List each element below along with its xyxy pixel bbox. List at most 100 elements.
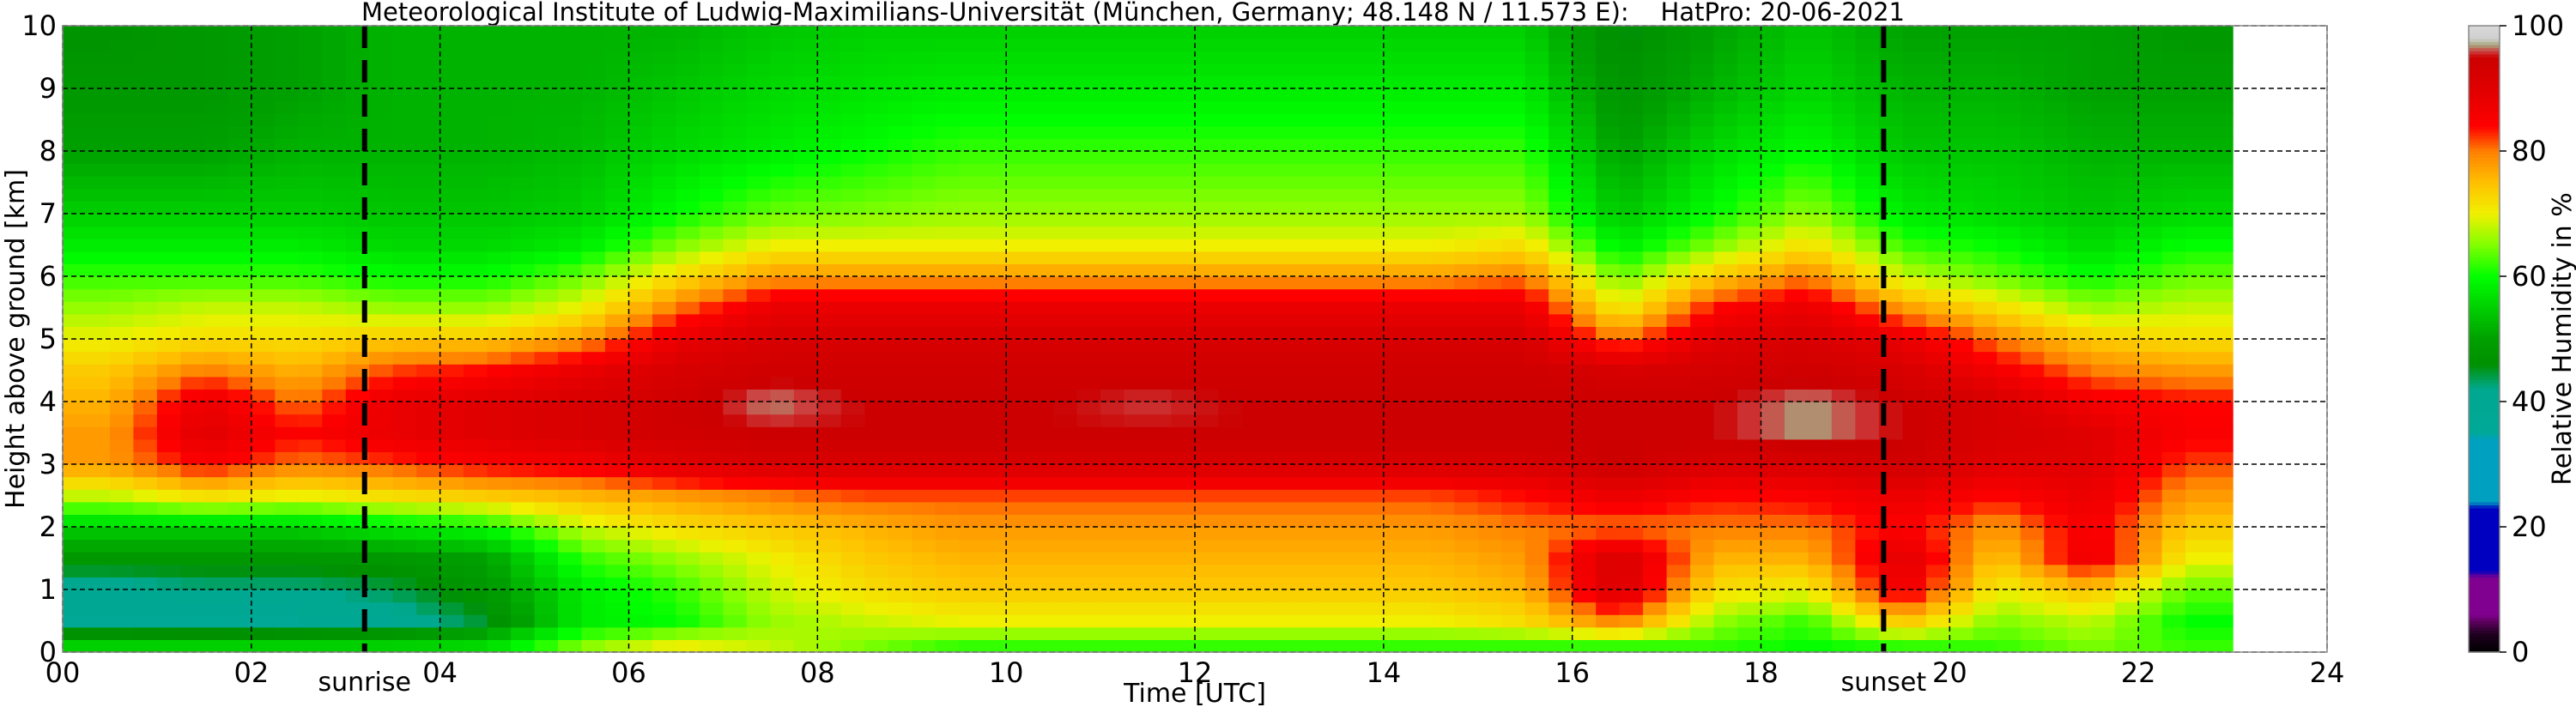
heatmap-cell bbox=[2020, 564, 2045, 577]
heatmap-cell bbox=[227, 138, 252, 152]
heatmap-cell bbox=[1761, 100, 1785, 114]
heatmap-cell bbox=[605, 414, 630, 427]
heatmap-cell bbox=[1596, 125, 1621, 139]
heatmap-cell bbox=[1808, 626, 1833, 640]
heatmap-cell bbox=[1360, 589, 1385, 603]
heatmap-cell bbox=[1713, 138, 1738, 152]
heatmap-cell bbox=[1596, 301, 1621, 315]
heatmap-cell bbox=[1690, 301, 1715, 315]
heatmap-cell bbox=[1878, 251, 1903, 264]
heatmap-cell bbox=[1100, 476, 1125, 490]
heatmap-cell bbox=[1360, 438, 1385, 452]
heatmap-cell bbox=[1265, 26, 1290, 39]
heatmap-cell bbox=[1785, 639, 1809, 653]
heatmap-cell bbox=[959, 451, 984, 465]
heatmap-cell bbox=[676, 351, 700, 365]
heatmap-cell bbox=[180, 514, 205, 528]
heatmap-cell bbox=[1148, 489, 1173, 503]
colorbar-segment bbox=[2469, 558, 2500, 562]
heatmap-cell bbox=[817, 438, 842, 452]
heatmap-cell bbox=[558, 527, 583, 541]
heatmap-cell bbox=[676, 176, 700, 190]
colorbar-segment bbox=[2469, 273, 2500, 277]
heatmap-cell bbox=[1855, 26, 1880, 39]
heatmap-cell bbox=[1430, 351, 1455, 365]
heatmap-cell bbox=[1666, 38, 1691, 51]
heatmap-cell bbox=[2020, 614, 2045, 628]
heatmap-cell bbox=[793, 389, 818, 402]
heatmap-cell bbox=[1902, 564, 1927, 577]
heatmap-cell bbox=[1713, 414, 1738, 427]
heatmap-cell bbox=[534, 426, 559, 440]
heatmap-cell bbox=[2044, 125, 2069, 139]
heatmap-cell bbox=[1785, 163, 1809, 177]
heatmap-cell bbox=[2161, 564, 2186, 577]
heatmap-cell bbox=[1454, 226, 1479, 239]
heatmap-cell bbox=[1785, 527, 1809, 541]
heatmap-cell bbox=[1148, 288, 1173, 302]
heatmap-cell bbox=[1312, 639, 1337, 653]
heatmap-cell bbox=[1855, 626, 1880, 640]
heatmap-cell bbox=[1100, 263, 1125, 277]
heatmap-cell bbox=[1713, 489, 1738, 503]
heatmap-cell bbox=[864, 113, 889, 127]
heatmap-cell bbox=[1713, 601, 1738, 615]
heatmap-cell bbox=[1218, 38, 1243, 51]
heatmap-cell bbox=[251, 426, 276, 440]
colorbar-segment bbox=[2469, 279, 2500, 283]
heatmap-cell bbox=[275, 313, 300, 327]
heatmap-cell bbox=[888, 614, 912, 628]
heatmap-cell bbox=[652, 51, 677, 64]
heatmap-cell bbox=[1925, 489, 1950, 503]
heatmap-cell bbox=[416, 313, 441, 327]
heatmap-cell bbox=[2161, 414, 2186, 427]
heatmap-cell bbox=[605, 514, 630, 528]
heatmap-cell bbox=[723, 389, 748, 402]
heatmap-cell bbox=[817, 113, 842, 127]
heatmap-cell bbox=[1242, 564, 1267, 577]
heatmap-cell bbox=[2185, 301, 2210, 315]
heatmap-cell bbox=[935, 301, 960, 315]
heatmap-cell bbox=[156, 426, 181, 440]
heatmap-cell bbox=[392, 125, 417, 139]
heatmap-cell bbox=[2185, 589, 2210, 603]
heatmap-cell bbox=[251, 389, 276, 402]
heatmap-cell bbox=[2091, 351, 2116, 365]
heatmap-cell bbox=[1713, 376, 1738, 390]
heatmap-cell bbox=[1785, 539, 1809, 553]
heatmap-cell bbox=[1690, 263, 1715, 277]
heatmap-cell bbox=[1619, 138, 1644, 152]
heatmap-cell bbox=[581, 489, 606, 503]
heatmap-cell bbox=[369, 263, 394, 277]
colorbar-segment bbox=[2469, 188, 2500, 193]
heatmap-cell bbox=[1218, 288, 1243, 302]
heatmap-cell bbox=[1407, 339, 1432, 353]
heatmap-cell bbox=[770, 276, 795, 290]
heatmap-cell bbox=[392, 489, 417, 503]
colorbar-segment bbox=[2469, 383, 2500, 387]
heatmap-cell bbox=[322, 564, 347, 577]
heatmap-cell bbox=[959, 100, 984, 114]
heatmap-cell bbox=[840, 151, 865, 165]
heatmap-cell bbox=[1124, 313, 1149, 327]
heatmap-cell bbox=[1242, 125, 1267, 139]
heatmap-cell bbox=[912, 564, 936, 577]
heatmap-cell bbox=[487, 201, 512, 215]
heatmap-cell bbox=[1501, 51, 1526, 64]
heatmap-cell bbox=[793, 239, 818, 252]
heatmap-cell bbox=[439, 364, 464, 378]
heatmap-cell bbox=[1737, 38, 1762, 51]
heatmap-cell bbox=[558, 426, 583, 440]
heatmap-cell bbox=[156, 38, 181, 51]
heatmap-cell bbox=[1195, 639, 1220, 653]
heatmap-cell bbox=[793, 464, 818, 478]
heatmap-cell bbox=[110, 376, 135, 390]
heatmap-cell bbox=[1596, 601, 1621, 615]
heatmap-cell bbox=[1666, 163, 1691, 177]
heatmap-cell bbox=[1430, 38, 1455, 51]
heatmap-cell bbox=[1643, 614, 1668, 628]
heatmap-cell bbox=[982, 51, 1007, 64]
heatmap-cell bbox=[581, 63, 606, 76]
heatmap-cell bbox=[581, 38, 606, 51]
heatmap-cell bbox=[2114, 464, 2139, 478]
